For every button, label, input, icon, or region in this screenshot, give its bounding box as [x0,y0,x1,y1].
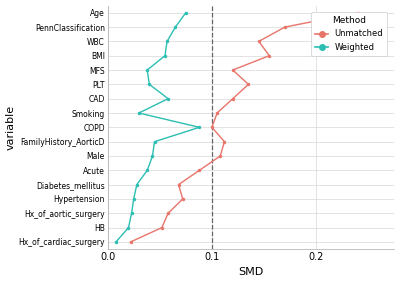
Y-axis label: variable: variable [6,105,16,150]
Legend: Unmatched, Weighted: Unmatched, Weighted [311,12,388,56]
X-axis label: SMD: SMD [238,267,264,277]
